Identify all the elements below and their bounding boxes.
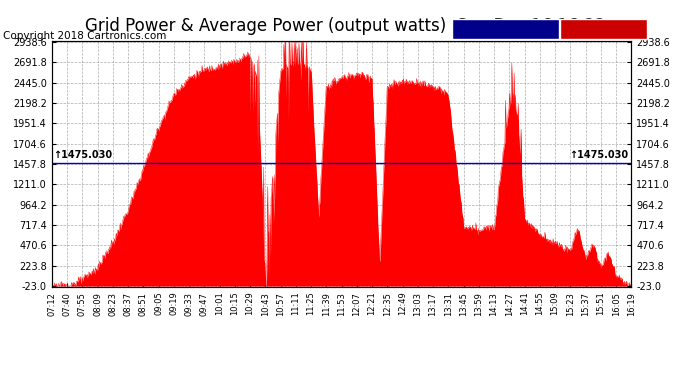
Text: ↑1475.030: ↑1475.030 bbox=[569, 150, 629, 160]
Text: Average (AC Watts): Average (AC Watts) bbox=[454, 24, 549, 34]
Text: Copyright 2018 Cartronics.com: Copyright 2018 Cartronics.com bbox=[3, 32, 167, 41]
Text: ↑1475.030: ↑1475.030 bbox=[53, 150, 112, 160]
Text: Grid (AC Watts): Grid (AC Watts) bbox=[562, 24, 638, 34]
Text: Grid Power & Average Power (output watts)  Sun Dec 16 16:22: Grid Power & Average Power (output watts… bbox=[85, 17, 605, 35]
